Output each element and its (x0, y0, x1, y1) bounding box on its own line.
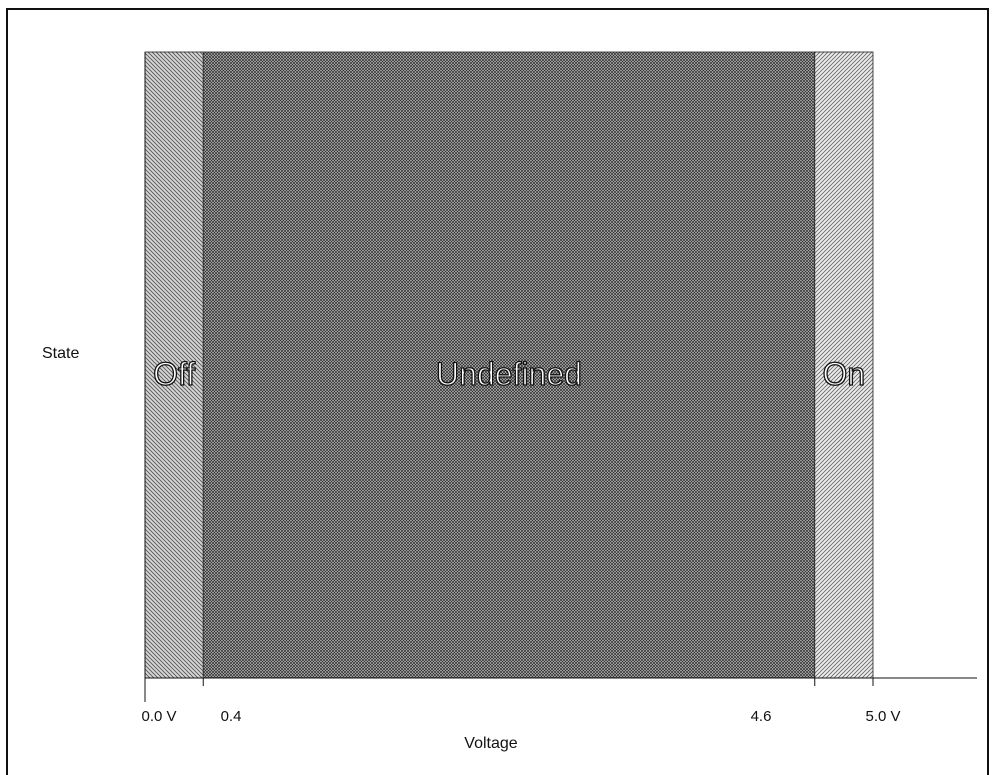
figure-frame (6, 8, 989, 775)
x-tick-label: 4.6 (751, 708, 772, 725)
regions-layer: Off Undefined On (144, 51, 874, 679)
region-off-label: Off (153, 356, 195, 392)
x-tick-label: 5.0 V (865, 708, 900, 725)
y-axis-label: State (42, 345, 79, 362)
x-ticks-layer: 0.0 V 0.4 4.6 5.0 V (141, 678, 901, 725)
region-on-label: On (823, 356, 866, 392)
x-axis-label: Voltage (464, 735, 517, 752)
x-tick-label: 0.4 (221, 708, 242, 725)
region-undefined-bar (202, 51, 816, 679)
x-tick-label: 0.0 V (141, 708, 176, 725)
region-undefined-label: Undefined (436, 356, 582, 392)
